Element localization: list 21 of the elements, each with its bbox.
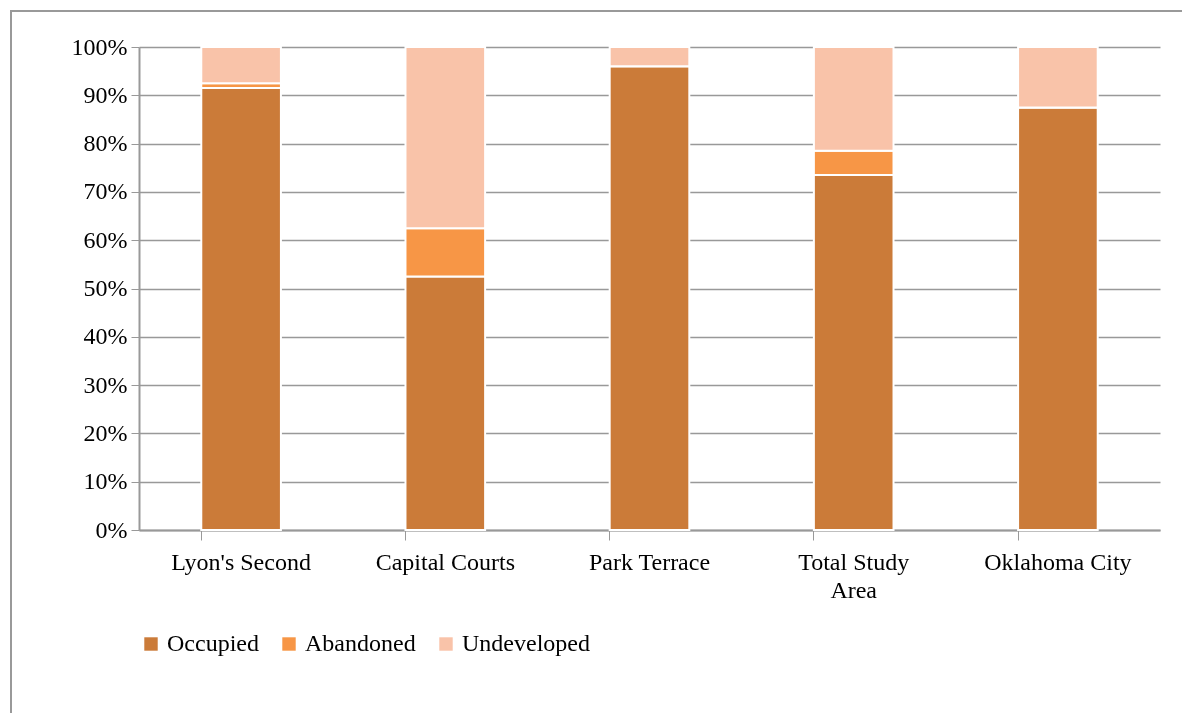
legend-label: Undeveloped xyxy=(462,630,590,656)
y-tick-label: 80% xyxy=(83,130,128,157)
bar xyxy=(200,46,282,85)
y-tick-label: 0% xyxy=(95,516,128,543)
y-tick-label: 100% xyxy=(71,33,128,60)
bar xyxy=(200,87,282,531)
y-tick-label: 60% xyxy=(83,226,128,253)
y-tick-label: 70% xyxy=(83,178,128,205)
x-tick-label: Lyon's Second xyxy=(171,548,311,575)
y-tick-label: 30% xyxy=(83,371,128,398)
y-tick-label: 50% xyxy=(83,275,128,301)
y-tick-label: 40% xyxy=(83,323,128,350)
x-tick-label: Park Terrace xyxy=(588,548,711,575)
y-tick-label: 90% xyxy=(83,81,128,108)
x-tick-label: Oklahoma City xyxy=(984,548,1132,575)
legend-label: Occupied xyxy=(167,630,259,656)
legend-label: Abandoned xyxy=(305,630,416,656)
y-tick-label: 20% xyxy=(83,419,128,446)
y-tick-label: 10% xyxy=(83,468,128,495)
x-tick-label: Total Study Area xyxy=(798,548,910,603)
x-tick-label: Capital Courts xyxy=(375,548,515,575)
